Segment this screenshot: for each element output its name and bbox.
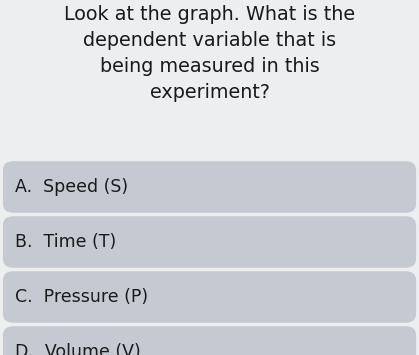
Text: A.  Speed (S): A. Speed (S): [16, 178, 129, 196]
FancyBboxPatch shape: [3, 216, 416, 268]
Text: B.  Time (T): B. Time (T): [16, 233, 117, 251]
FancyBboxPatch shape: [3, 161, 416, 213]
FancyBboxPatch shape: [3, 326, 416, 355]
Text: D.  Volume (V): D. Volume (V): [16, 343, 141, 355]
Text: C.  Pressure (P): C. Pressure (P): [16, 288, 149, 306]
FancyBboxPatch shape: [3, 271, 416, 323]
Text: Look at the graph. What is the
dependent variable that is
being measured in this: Look at the graph. What is the dependent…: [64, 5, 355, 102]
